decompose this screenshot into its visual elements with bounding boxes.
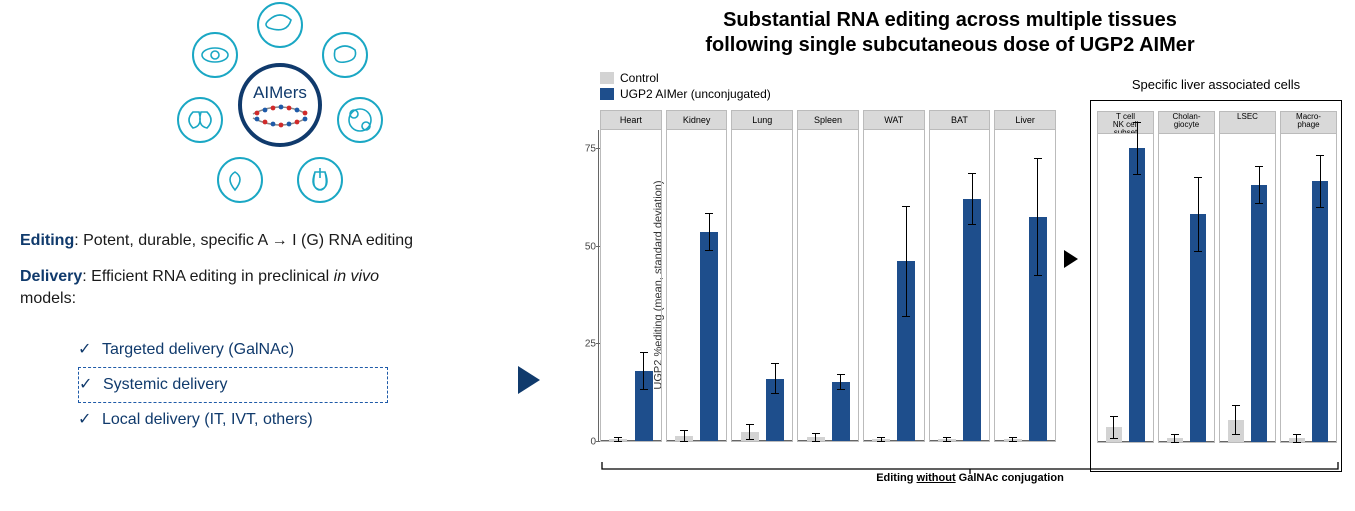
aimers-logo-wheel: AIMers <box>165 0 395 215</box>
panel-header: Heart <box>601 111 661 130</box>
panel-header: Spleen <box>798 111 858 130</box>
ytick-label: 50 <box>582 241 596 252</box>
liver-pointer-icon <box>1064 250 1078 268</box>
errorbar-control <box>749 425 750 440</box>
panel-BAT: BAT <box>929 110 991 442</box>
bullet-label: Systemic delivery <box>103 376 227 393</box>
ytick-label: 75 <box>582 144 596 155</box>
check-icon: ✓ <box>78 403 91 437</box>
legend-swatch-icon <box>600 88 614 100</box>
bullet-2: ✓ Local delivery (IT, IVT, others) <box>78 403 388 437</box>
errorbar-aimer <box>709 213 710 250</box>
errorbar-aimer <box>906 206 907 316</box>
bullet-label: Local delivery (IT, IVT, others) <box>102 411 313 428</box>
panel-Spleen: Spleen <box>797 110 859 442</box>
errorbar-control <box>1235 405 1236 434</box>
legend-swatch-icon <box>600 72 614 84</box>
errorbar-control <box>684 430 685 441</box>
bottom-caption: Editing without GalNAc conjugation <box>605 472 1335 484</box>
bar-aimer <box>963 199 981 441</box>
panel-Macro--phage: Macro-phage <box>1280 111 1337 443</box>
legend-label: UGP2 AIMer (unconjugated) <box>620 87 771 101</box>
errorbar-aimer <box>643 353 644 390</box>
tissues-chart: UGP2 %editing (mean, standard deviation)… <box>570 100 1060 470</box>
bar-aimer <box>700 232 718 441</box>
panel-header: BAT <box>930 111 990 130</box>
panel-header: Liver <box>995 111 1055 130</box>
errorbar-aimer <box>775 364 776 393</box>
chart-title: Substantial RNA editing across multiple … <box>570 8 1330 58</box>
bar-aimer <box>832 382 850 441</box>
liver-cells-chart: Specific liver associated cells T cellNK… <box>1090 100 1342 472</box>
errorbar-aimer <box>972 173 973 224</box>
delivery-line-1: Delivery: Efficient RNA editing in precl… <box>20 268 540 286</box>
errorbar-aimer <box>840 375 841 390</box>
editing-line: Editing: Potent, durable, specific A → I… <box>20 232 540 250</box>
bullet-0: ✓ Targeted delivery (GalNAc) <box>78 333 388 367</box>
panel-LSEC: LSEC <box>1219 111 1276 443</box>
legend-label: Control <box>620 71 659 85</box>
errorbar-aimer <box>1259 167 1260 204</box>
bar-aimer <box>1251 185 1268 442</box>
panel-Cholan--giocyte: Cholan-giocyte <box>1158 111 1215 443</box>
panel-T-cell-NK-cell-subset: T cellNK cellsubset <box>1097 111 1154 443</box>
liver-box-title: Specific liver associated cells <box>1091 77 1341 92</box>
panel-WAT: WAT <box>863 110 925 442</box>
errorbar-control <box>1113 416 1114 438</box>
panel-header: Lung <box>732 111 792 130</box>
errorbar-aimer <box>1137 123 1138 174</box>
errorbar-aimer <box>1198 178 1199 251</box>
panel-Heart: Heart <box>600 110 662 442</box>
legend-item-0: Control <box>600 70 771 86</box>
check-icon: ✓ <box>78 333 91 367</box>
ytick-label: 25 <box>582 339 596 350</box>
bullet-1: ✓ Systemic delivery <box>78 367 388 403</box>
aimers-logo-text: AIMers <box>253 83 307 102</box>
panel-header: Kidney <box>667 111 727 130</box>
chart-legend: Control UGP2 AIMer (unconjugated) <box>600 70 771 102</box>
panel-Liver: Liver <box>994 110 1056 442</box>
delivery-bullet-list: ✓ Targeted delivery (GalNAc) ✓ Systemic del… <box>78 333 388 437</box>
errorbar-aimer <box>1037 158 1038 275</box>
delivery-line-2: models: <box>20 290 540 308</box>
bullet-label: Targeted delivery (GalNAc) <box>102 341 294 358</box>
pointer-triangle-icon <box>518 366 540 394</box>
bar-aimer <box>1312 181 1329 442</box>
panel-Lung: Lung <box>731 110 793 442</box>
panel-Kidney: Kidney <box>666 110 728 442</box>
bar-aimer <box>1129 148 1146 442</box>
ytick-label: 0 <box>582 437 596 448</box>
errorbar-aimer <box>1320 156 1321 207</box>
check-icon: ✓ <box>79 368 92 402</box>
panel-header: WAT <box>864 111 924 130</box>
